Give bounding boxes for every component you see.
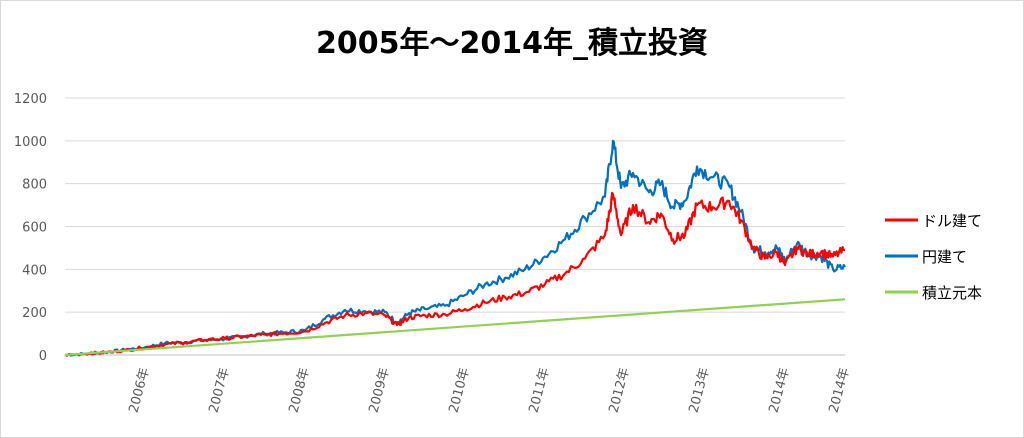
series-line-1: [64, 139, 846, 357]
series-line-0: [64, 191, 846, 357]
x-tick-label: 2010年: [446, 366, 472, 414]
legend-label: 積立元本: [922, 284, 982, 302]
chart-title: 2005年～2014年_積立投資: [316, 26, 708, 61]
y-tick-label: 1000: [14, 135, 47, 150]
legend-label: ドル建て: [922, 212, 982, 230]
y-tick-label: 800: [22, 178, 47, 193]
series-line-2: [64, 298, 846, 357]
x-tick-label: 2007年: [206, 366, 232, 414]
y-tick-label: 200: [22, 306, 47, 321]
x-tick-label: 2014年: [826, 366, 852, 414]
y-tick-label: 0: [39, 349, 47, 364]
x-tick-label: 2009年: [366, 366, 392, 414]
x-tick-label: 2006年: [126, 366, 152, 414]
x-tick-label: 2008年: [286, 366, 312, 414]
x-tick-label: 2011年: [526, 366, 552, 414]
legend-label: 円建て: [922, 248, 967, 266]
x-tick-label: 2012年: [606, 366, 632, 414]
x-tick-label: 2013年: [686, 366, 712, 414]
y-tick-label: 1200: [14, 92, 47, 107]
y-tick-label: 400: [22, 263, 47, 278]
x-tick-label: 2014年: [766, 366, 792, 414]
y-tick-label: 600: [22, 221, 47, 236]
